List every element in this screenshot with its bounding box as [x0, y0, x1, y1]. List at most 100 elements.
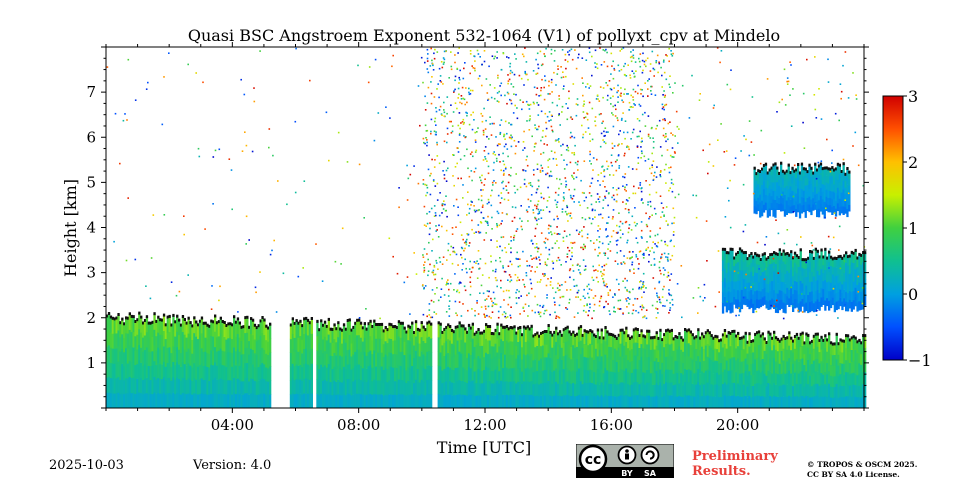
heatmap-cell — [460, 394, 463, 409]
heatmap-cell — [373, 321, 376, 336]
heatmap-cell — [581, 359, 584, 373]
layer-top-edge — [790, 250, 793, 254]
noise-pixel — [655, 60, 658, 62]
heatmap-cell — [430, 324, 433, 339]
heatmap-cell — [449, 340, 452, 355]
heatmap-cell — [390, 338, 393, 353]
noise-pixel — [519, 99, 522, 101]
heatmap-cell — [750, 298, 753, 308]
noise-pixel — [653, 258, 656, 260]
layer-top-edge — [517, 326, 520, 330]
heatmap-cell — [748, 383, 751, 396]
noise-pixel — [510, 166, 512, 169]
layer-top-edge — [684, 328, 687, 331]
heatmap-cell — [229, 379, 232, 395]
layer-top-edge — [109, 315, 113, 319]
heatmap-cell — [808, 188, 811, 197]
heatmap-cell — [852, 253, 855, 263]
heatmap-cell — [856, 397, 859, 409]
heatmap-cell — [151, 350, 154, 366]
heatmap-cell — [799, 371, 802, 384]
heatmap-cell — [629, 361, 632, 374]
noise-pixel — [583, 200, 586, 202]
heatmap-cell — [477, 355, 480, 370]
heatmap-cell — [466, 344, 469, 358]
noise-pixel — [629, 77, 632, 79]
heatmap-cell — [392, 326, 395, 341]
layer-top-edge — [441, 330, 444, 334]
heatmap-cell — [860, 273, 863, 283]
heatmap-cell — [862, 383, 865, 397]
heatmap-cell — [583, 330, 586, 344]
noise-pixel — [469, 50, 472, 52]
noise-pixel — [634, 207, 636, 209]
heatmap-cell — [377, 324, 380, 339]
heatmap-cell — [780, 281, 783, 291]
heatmap-cell — [784, 361, 787, 374]
heatmap-cell — [841, 396, 844, 409]
heatmap-cell — [623, 332, 626, 346]
heatmap-cell — [835, 346, 838, 360]
noise-pixel — [847, 192, 850, 195]
heatmap-cell — [346, 393, 349, 409]
noise-pixel — [618, 143, 620, 146]
heatmap-cell — [257, 380, 260, 395]
heatmap-cell — [773, 332, 776, 346]
layer-top-edge — [697, 328, 700, 332]
heatmap-cell — [585, 369, 588, 383]
layer-top-edge — [814, 162, 817, 166]
noise-pixel — [697, 312, 699, 314]
heatmap-cell — [492, 358, 495, 372]
heatmap-cell — [513, 340, 516, 355]
heatmap-cell — [333, 380, 336, 395]
heatmap-cell — [348, 319, 351, 335]
heatmap-cell — [505, 353, 509, 368]
heatmap-cell — [466, 370, 469, 384]
noise-pixel — [506, 132, 508, 135]
noise-pixel — [530, 255, 532, 257]
heatmap-cell — [545, 395, 548, 409]
noise-pixel — [613, 67, 615, 70]
heatmap-cell — [179, 366, 183, 381]
noise-pixel — [492, 169, 495, 171]
noise-pixel — [645, 249, 647, 251]
heatmap-cell — [327, 334, 330, 350]
heatmap-cell — [725, 384, 728, 397]
layer-top-edge — [143, 319, 147, 322]
noise-pixel — [638, 251, 641, 253]
heatmap-cell — [164, 394, 167, 409]
heatmap-cell — [823, 201, 826, 211]
heatmap-cell — [846, 256, 850, 267]
heatmap-cell — [733, 288, 736, 297]
heatmap-cell — [814, 194, 817, 203]
noise-pixel — [681, 84, 684, 87]
heatmap-cell — [494, 382, 497, 396]
heatmap-cell — [583, 343, 586, 357]
layer-top-edge — [420, 321, 423, 325]
noise-pixel — [535, 258, 538, 260]
heatmap-cell — [598, 372, 601, 385]
heatmap-cell — [833, 293, 836, 304]
heatmap-cell — [568, 370, 571, 384]
heatmap-cell — [123, 394, 126, 409]
heatmap-cell — [756, 264, 759, 274]
heatmap-cell — [638, 335, 641, 348]
heatmap-cell — [126, 333, 130, 349]
heatmap-cell — [725, 262, 728, 273]
heatmap-cell — [720, 340, 723, 352]
heatmap-cell — [810, 183, 813, 192]
layer-top-edge — [825, 166, 828, 170]
heatmap-cell — [746, 282, 749, 291]
heatmap-cell — [836, 195, 840, 204]
layer-top-edge — [608, 332, 611, 336]
heatmap-cell — [814, 290, 817, 302]
heatmap-cell — [576, 346, 579, 360]
noise-pixel — [681, 316, 683, 319]
heatmap-cell — [763, 396, 766, 409]
layer-top-edge — [636, 328, 639, 331]
heatmap-cell — [153, 345, 156, 362]
heatmap-cell — [500, 325, 503, 340]
heatmap-cell — [759, 336, 763, 349]
heatmap-cell — [263, 349, 266, 365]
heatmap-cell — [729, 358, 732, 372]
